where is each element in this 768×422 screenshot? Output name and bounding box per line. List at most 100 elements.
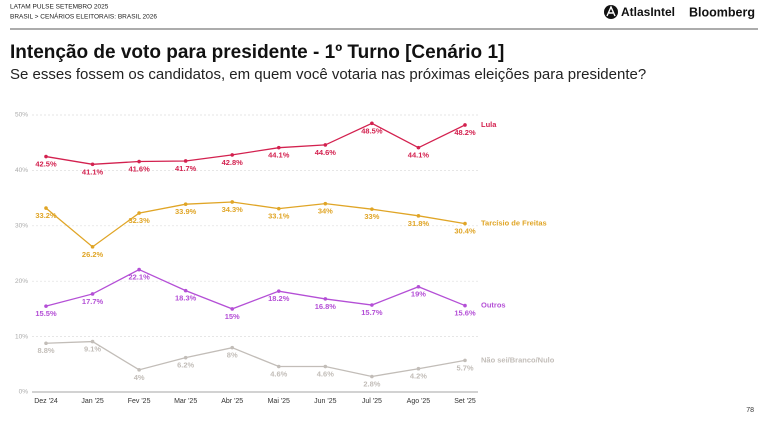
point xyxy=(230,345,235,350)
point xyxy=(137,368,141,372)
x-tick-label: Mai '25 xyxy=(268,398,290,405)
x-tick-label: Ago '25 xyxy=(407,398,431,405)
value-label: 18.2% xyxy=(268,294,290,303)
value-label: 4.6% xyxy=(270,370,287,379)
legend-label: Outros xyxy=(481,301,506,310)
value-label: 34.3% xyxy=(222,205,244,214)
y-tick-label: 10% xyxy=(15,333,28,340)
value-label: 5.7% xyxy=(456,363,473,372)
value-label: 16.8% xyxy=(315,302,337,311)
point xyxy=(137,267,141,272)
value-label: 8.8% xyxy=(37,346,54,355)
x-tick-label: Jan '25 xyxy=(81,398,103,405)
legend-label: Lula xyxy=(481,120,497,129)
point xyxy=(44,154,48,159)
value-label: 4.6% xyxy=(317,370,334,379)
point xyxy=(463,358,467,363)
value-label: 48.2% xyxy=(454,128,476,137)
value-label: 31.8% xyxy=(408,219,430,228)
y-tick-label: 0% xyxy=(19,389,29,396)
legend-label: Não sei/Branco/Nulo xyxy=(481,355,555,364)
point xyxy=(183,202,188,206)
value-label: 6.2% xyxy=(177,361,194,370)
point xyxy=(323,364,328,369)
chart-title: Intenção de voto para presidente - 1º Tu… xyxy=(10,42,504,63)
value-label: 15.7% xyxy=(361,308,383,317)
x-tick-label: Abr '25 xyxy=(221,398,243,405)
value-label: 44.1% xyxy=(408,151,430,160)
point xyxy=(183,159,188,163)
value-label: 44.1% xyxy=(268,151,290,160)
point xyxy=(370,207,374,211)
point xyxy=(44,304,48,308)
point xyxy=(137,211,141,215)
point xyxy=(370,121,374,126)
x-tick-label: Set '25 xyxy=(454,398,476,405)
point xyxy=(323,201,328,206)
value-label: 19% xyxy=(411,290,426,299)
series-line xyxy=(45,340,466,378)
value-label: 18.3% xyxy=(175,294,197,303)
value-label: 33% xyxy=(364,212,379,221)
value-label: 34% xyxy=(318,207,333,216)
value-label: 22.1% xyxy=(128,273,150,282)
value-label: 33.1% xyxy=(268,212,290,221)
value-label: 41.1% xyxy=(82,167,104,176)
point xyxy=(230,307,235,311)
point xyxy=(370,303,374,307)
legend-label: Tarcísio de Freitas xyxy=(481,219,547,228)
value-label: 9.1% xyxy=(84,345,101,354)
y-tick-label: 30% xyxy=(15,223,28,230)
point xyxy=(416,145,421,150)
value-label: 17.7% xyxy=(82,297,104,306)
brand: Bloomberg xyxy=(689,5,755,19)
value-label: 41.7% xyxy=(175,164,197,173)
value-label: 15.5% xyxy=(35,309,57,318)
value-label: 15% xyxy=(225,312,240,321)
point xyxy=(90,339,95,344)
point xyxy=(137,159,141,164)
x-tick-label: Fev '25 xyxy=(128,398,151,405)
point xyxy=(183,288,188,293)
brand: AtlasIntel xyxy=(621,5,675,19)
point xyxy=(276,364,281,369)
value-label: 42.8% xyxy=(222,158,244,167)
point xyxy=(44,206,48,210)
point xyxy=(463,123,467,127)
value-label: 44.6% xyxy=(315,148,337,157)
x-tick-label: Jul '25 xyxy=(362,398,382,405)
value-label: 33.9% xyxy=(175,207,197,216)
point xyxy=(276,145,281,150)
y-tick-label: 50% xyxy=(15,112,28,119)
point xyxy=(276,289,281,293)
atlas-icon-mark xyxy=(606,5,616,17)
value-label: 8% xyxy=(227,351,238,360)
point xyxy=(416,214,421,218)
value-label: 2.8% xyxy=(363,379,380,388)
point xyxy=(230,153,235,157)
series-line xyxy=(45,122,466,165)
y-tick-label: 40% xyxy=(15,167,28,174)
value-label: 15.6% xyxy=(454,309,476,318)
value-label: 4% xyxy=(134,373,145,382)
point xyxy=(323,143,328,147)
point xyxy=(370,374,374,379)
point xyxy=(323,297,328,301)
value-label: 48.5% xyxy=(361,126,383,135)
chart-subtitle: Se esses fossem os candidatos, em quem v… xyxy=(10,66,646,83)
atlas-logo: AtlasIntel xyxy=(604,5,675,19)
point xyxy=(44,341,48,346)
point xyxy=(276,206,281,211)
value-label: 4.2% xyxy=(410,372,427,381)
value-label: 32.3% xyxy=(128,216,150,225)
kicker: LATAM PULSE SETEMBRO 2025 xyxy=(10,4,109,11)
y-tick-label: 20% xyxy=(15,278,28,285)
page-number: 78 xyxy=(746,407,754,414)
point xyxy=(90,245,95,249)
series-line xyxy=(45,268,466,310)
point xyxy=(90,162,95,167)
point xyxy=(416,366,421,371)
value-label: 33.2% xyxy=(35,211,57,220)
x-tick-label: Jun '25 xyxy=(314,398,336,405)
